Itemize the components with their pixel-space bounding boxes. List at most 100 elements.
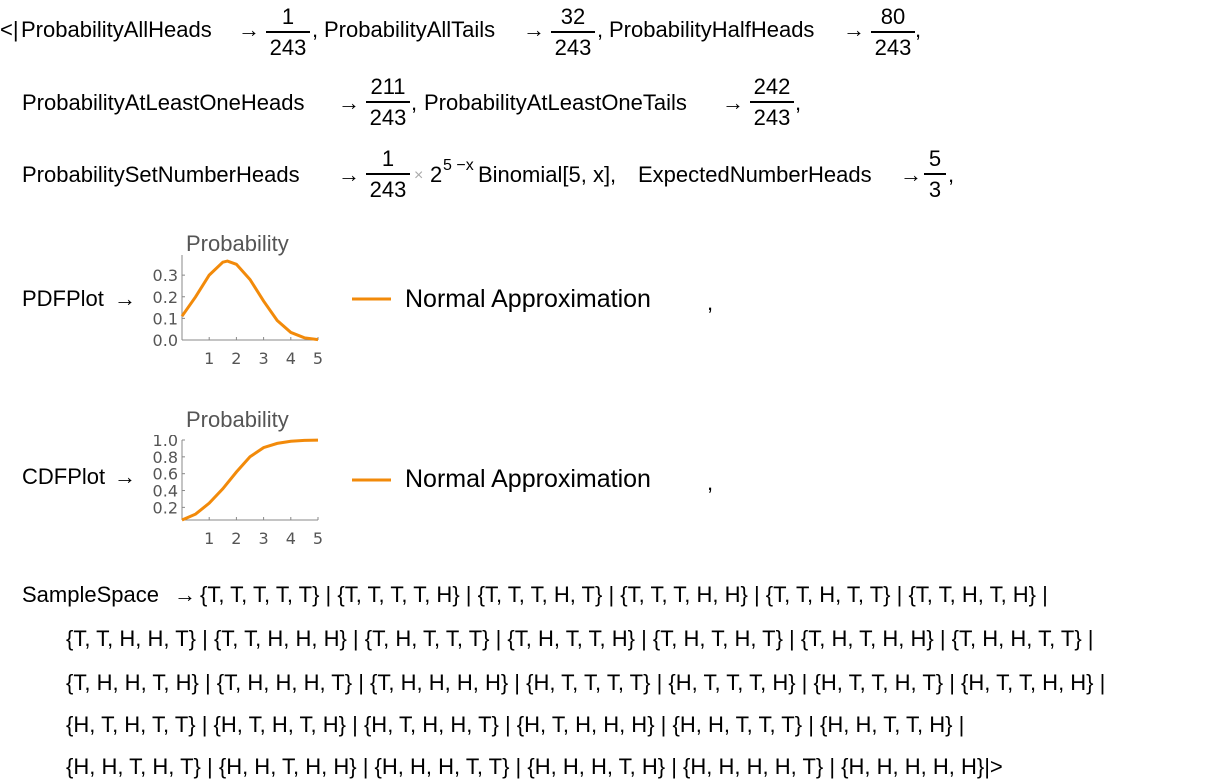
comma: , (597, 17, 604, 42)
sample-space-line-3: {T, H, H, T, H} | {T, H, H, H, T} | {T, … (66, 670, 1106, 695)
power-base: 2 (430, 162, 443, 187)
cdf-curve (181, 438, 319, 522)
key-probability-at-least-one-tails: ProbabilityAtLeastOneTails (424, 90, 687, 115)
numerator: 32 (560, 4, 586, 29)
fraction-set-number: 1 243 (366, 147, 410, 202)
denominator: 243 (369, 104, 407, 130)
comma: , (915, 17, 922, 42)
fraction-bar (266, 31, 310, 33)
fraction-bar (551, 31, 595, 33)
cdf-plot-title: Probability (186, 407, 289, 432)
pdf-y-tick-label: 0.3 (153, 266, 178, 285)
arrow: → (114, 464, 136, 489)
pdf-y-tick-label: 0.2 (153, 288, 178, 307)
denominator: 243 (369, 176, 407, 202)
numerator: 1 (281, 4, 295, 29)
pdf-curve (180, 259, 319, 342)
fraction-all-heads: 1 243 (266, 5, 310, 60)
fraction-at-least-one-tails: 242 243 (750, 75, 794, 130)
key-pdf-plot: PDFPlot (22, 286, 104, 311)
comma: , (312, 17, 319, 42)
sample-space-line-5: {H, H, T, H, T} | {H, H, T, H, H} | {H, … (66, 754, 1003, 779)
sample-space-line-4: {H, T, H, T, T} | {H, T, H, T, H} | {H, … (66, 712, 965, 737)
comma: , (411, 90, 418, 115)
denominator: 3 (928, 176, 942, 202)
arrow: → (114, 286, 136, 311)
cdf-y-tick-label: 0.2 (153, 498, 178, 517)
fraction-bar (750, 101, 794, 103)
key-sample-space: SampleSpace (22, 582, 159, 607)
cdf-x-tick-label: 3 (259, 529, 269, 548)
key-probability-set-number-heads: ProbabilitySetNumberHeads (22, 162, 300, 187)
arrow: → (238, 17, 260, 42)
pdf-x-tick-label: 2 (231, 349, 241, 368)
key-probability-at-least-one-heads: ProbabilityAtLeastOneHeads (22, 90, 305, 115)
key-probability-all-tails: ProbabilityAllTails (324, 17, 496, 42)
comma: , (948, 162, 955, 187)
key-expected-number-heads: ExpectedNumberHeads (638, 162, 872, 187)
denominator: 243 (554, 34, 592, 60)
key-cdf-plot: CDFPlot (22, 464, 106, 489)
association-open: <| (0, 17, 19, 42)
pdf-y-tick-label: 0.1 (153, 309, 178, 328)
arrow: → (722, 90, 744, 115)
numerator: 211 (370, 74, 406, 99)
cdf-legend-label: Normal Approximation (405, 465, 651, 493)
pdf-legend-swatch (352, 297, 391, 301)
numerator: 1 (381, 146, 395, 171)
fraction-half-heads: 80 243 (871, 5, 915, 60)
cdf-legend-swatch (352, 478, 391, 482)
sample-space-line-2: {T, T, H, H, T} | {T, T, H, H, H} | {T, … (66, 626, 1094, 651)
fraction-at-least-one-heads: 211 243 (366, 75, 410, 130)
key-probability-all-heads: ProbabilityAllHeads (21, 17, 212, 42)
numerator: 80 (880, 4, 906, 29)
pdf-legend-label: Normal Approximation (405, 285, 651, 313)
comma: , (707, 290, 714, 315)
arrow: → (174, 582, 196, 607)
denominator: 243 (874, 34, 912, 60)
pdf-x-tick-label: 1 (204, 349, 214, 368)
comma: , (795, 90, 802, 115)
arrow: → (338, 90, 360, 115)
pdf-x-tick-label: 3 (259, 349, 269, 368)
pdf-x-tick-label: 5 (313, 349, 323, 368)
arrow: → (843, 17, 865, 42)
cdf-y-ticks: 1.00.80.60.40.2 (153, 435, 185, 517)
power-exponent: 5 −x (443, 157, 474, 174)
fraction-bar (871, 31, 915, 33)
key-probability-half-heads: ProbabilityHalfHeads (609, 17, 815, 42)
cdf-x-tick-label: 5 (313, 529, 323, 548)
cdf-y-tick-label: 0.4 (153, 482, 178, 501)
cdf-x-tick-label: 4 (286, 529, 296, 548)
fraction-all-tails: 32 243 (551, 5, 595, 60)
pdf-x-tick-label: 4 (286, 349, 296, 368)
arrow: → (523, 17, 545, 42)
pdf-y-ticks: 0.3 0.2 0.1 0.0 (153, 266, 185, 350)
fraction-bar (366, 173, 410, 175)
fraction-bar (366, 101, 410, 103)
arrow: → (338, 162, 360, 187)
denominator: 243 (753, 104, 791, 130)
denominator: 243 (269, 34, 307, 60)
fraction-expected: 5 3 (924, 147, 946, 202)
arrow: → (900, 162, 922, 187)
times-sign: × (414, 167, 424, 184)
fraction-bar (924, 173, 946, 175)
comma: , (707, 470, 714, 495)
numerator: 242 (753, 74, 791, 99)
sample-space-line-1: {T, T, T, T, T} | {T, T, T, T, H} | {T, … (200, 582, 1048, 607)
pdf-plot-title: Probability (186, 231, 289, 256)
cdf-x-tick-label: 2 (231, 529, 241, 548)
binomial-expression: Binomial[5, x], (478, 162, 617, 187)
pdf-y-tick-label: 0.0 (153, 331, 178, 350)
numerator: 5 (928, 146, 942, 171)
cdf-y-tick-label: 0.8 (153, 448, 178, 467)
cdf-y-tick-label: 0.6 (153, 465, 178, 484)
cdf-y-tick-label: 1.0 (153, 435, 178, 450)
cdf-x-tick-label: 1 (204, 529, 214, 548)
